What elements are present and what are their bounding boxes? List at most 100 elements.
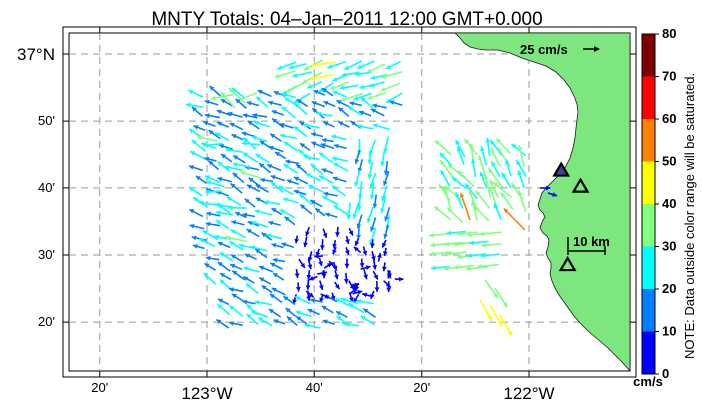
- current-vector: [356, 60, 375, 70]
- current-vector: [358, 110, 372, 117]
- current-vector: [254, 300, 273, 306]
- current-vector: [206, 180, 225, 188]
- current-vector: [185, 102, 203, 108]
- current-vector: [356, 224, 362, 240]
- lon-label: 122°W: [503, 384, 554, 403]
- radar-site-marker: [571, 177, 590, 193]
- current-vector: [383, 160, 389, 176]
- current-vector: [333, 162, 349, 172]
- current-vector: [372, 270, 379, 280]
- current-vector: [332, 246, 337, 255]
- current-vector: [205, 255, 220, 261]
- current-vector: [352, 202, 360, 219]
- current-vector: [318, 82, 334, 93]
- current-vector: [367, 161, 374, 179]
- current-vector: [487, 167, 504, 188]
- plot-frame: [68, 32, 631, 372]
- current-vector: [244, 198, 256, 208]
- colorbar-segment: [642, 76, 655, 119]
- current-vector: [217, 298, 230, 306]
- current-vector: [386, 270, 392, 279]
- current-vector: [242, 275, 255, 284]
- current-vector: [228, 87, 246, 104]
- current-vector: [470, 158, 477, 178]
- current-vector: [313, 89, 326, 96]
- current-vector: [279, 122, 294, 129]
- current-vector: [445, 251, 467, 257]
- current-vector: [429, 251, 452, 257]
- current-vector: [334, 270, 339, 280]
- current-vector: [286, 179, 299, 186]
- current-vector: [228, 304, 244, 317]
- current-vector: [251, 310, 268, 318]
- current-vector: [255, 197, 268, 205]
- current-vector: [320, 293, 330, 299]
- current-vector: [480, 146, 488, 166]
- current-vector: [517, 144, 526, 168]
- current-vector: [298, 148, 312, 161]
- current-vector: [318, 257, 323, 267]
- current-vector: [230, 182, 243, 194]
- colorbar-segment: [642, 161, 655, 204]
- current-vector: [204, 262, 216, 271]
- current-vector: [479, 231, 502, 237]
- colorbar-segment: [642, 289, 655, 332]
- current-vector: [246, 313, 259, 326]
- current-vector: [468, 189, 478, 210]
- map-title: MNTY Totals: 04–Jan–2011 12:00 GMT+0.000: [151, 9, 542, 30]
- current-vector: [305, 172, 322, 182]
- current-vector: [485, 137, 491, 156]
- current-vector: [370, 217, 377, 232]
- current-vector: [241, 141, 260, 146]
- current-vector: [310, 132, 324, 138]
- current-vector: [217, 176, 232, 183]
- current-vector: [366, 206, 374, 224]
- current-vector: [467, 253, 487, 258]
- current-vector: [323, 262, 333, 269]
- current-vector: [204, 175, 221, 184]
- current-vector: [308, 275, 318, 281]
- current-vector: [455, 139, 466, 158]
- colorbar-unit: cm/s: [633, 374, 663, 389]
- current-vector: [443, 185, 452, 209]
- current-vector: [380, 82, 400, 92]
- current-vector: [227, 205, 247, 211]
- current-vector: [207, 160, 220, 171]
- current-vector: [433, 205, 452, 221]
- current-vector: [456, 231, 478, 237]
- current-vector: [383, 224, 389, 239]
- current-vector: [341, 71, 360, 78]
- current-vector: [220, 98, 233, 107]
- current-vector: [372, 103, 387, 109]
- current-vector: [193, 125, 206, 131]
- current-vector: [517, 190, 527, 212]
- current-vector: [294, 235, 300, 244]
- current-vector: [477, 155, 487, 178]
- current-vector: [307, 258, 313, 270]
- current-vector: [188, 186, 203, 197]
- axis-labels: 20' 123°W 40' 20' 122°W 37°N 50' 40' 30' 20': [17, 45, 555, 403]
- lat-label: 40': [38, 180, 55, 195]
- current-vector: [492, 181, 513, 198]
- current-vector: [242, 299, 256, 305]
- colorbar-note: NOTE: Data outside color range will be s…: [682, 73, 697, 359]
- current-vector: [305, 226, 310, 237]
- current-vector: [310, 199, 323, 208]
- current-vector: [267, 100, 282, 107]
- current-vector: [215, 132, 230, 142]
- current-vector: [489, 304, 503, 327]
- colorbar-tick-label: 70: [662, 69, 676, 84]
- current-vector: [268, 308, 282, 318]
- current-vector: [459, 192, 471, 221]
- current-vector: [245, 283, 259, 295]
- current-vector: [272, 272, 285, 281]
- current-vector: [246, 184, 261, 193]
- current-vector: [230, 253, 244, 263]
- current-vector: [294, 269, 300, 279]
- current-vector: [356, 299, 374, 305]
- current-vector: [501, 172, 512, 189]
- current-vector: [455, 192, 464, 209]
- current-vector: [269, 293, 283, 304]
- current-vector: [354, 149, 361, 165]
